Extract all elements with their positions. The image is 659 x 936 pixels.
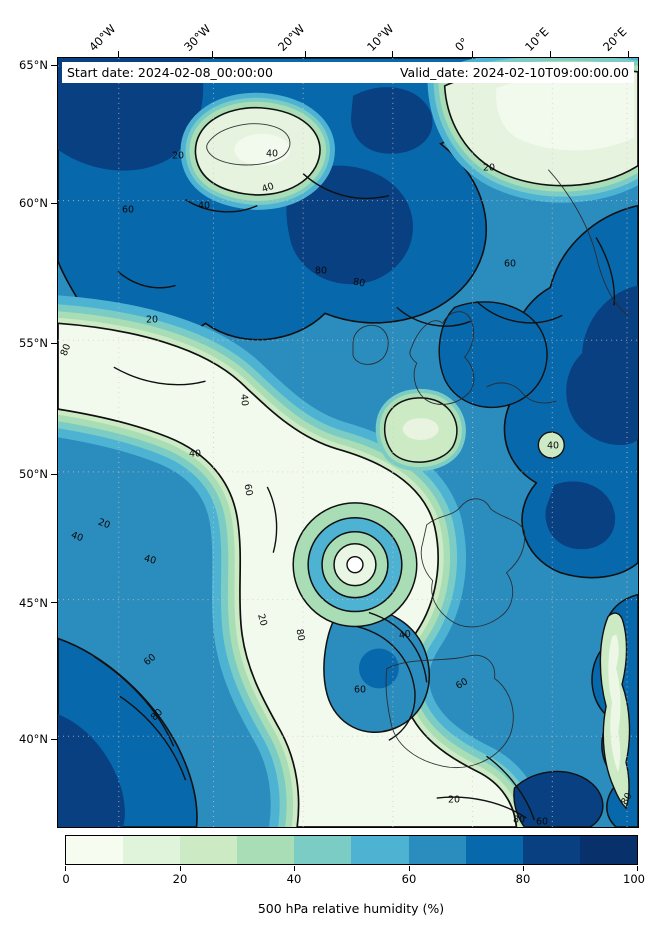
colorbar-segment <box>294 836 352 864</box>
contour-lines <box>93 173 616 821</box>
colorbar-tick-label: 80 <box>515 872 531 886</box>
start-date-label: Start date: 2024-02-08_00:00:00 <box>67 65 273 80</box>
colorbar-tick-label: 60 <box>401 872 417 886</box>
tick-mark <box>51 343 57 344</box>
contour-label: 60 <box>535 816 549 828</box>
lon-tick-label: 30°W <box>181 21 214 54</box>
valid-date-label: Valid_date: 2024-02-10T09:00:00.00 <box>399 65 629 80</box>
colorbar-segment <box>66 836 124 864</box>
colorbar-segment <box>351 836 409 864</box>
tick-mark <box>51 602 57 603</box>
lon-tick-label: 20°W <box>275 21 308 54</box>
tick-mark <box>51 203 57 204</box>
contour-label: 60 <box>503 258 517 270</box>
colorbar-segment <box>522 836 580 864</box>
tick-mark <box>51 739 57 740</box>
contour-label: 60 <box>121 204 135 216</box>
colorbar <box>65 835 638 865</box>
colorbar-segment <box>123 836 181 864</box>
tick-mark <box>472 51 473 57</box>
contour-label: 40 <box>188 448 202 460</box>
coastlines <box>206 123 629 768</box>
tick-mark <box>51 65 57 66</box>
contour-label: 20 <box>145 314 159 326</box>
lon-tick-label: 10°E <box>522 24 552 54</box>
contour-label: 20 <box>482 162 496 174</box>
contour-label: 60 <box>241 483 255 497</box>
contour-label: 40 <box>546 440 560 452</box>
contour-label: 80 <box>512 814 526 826</box>
lat-tick-label: 50°N <box>19 467 48 481</box>
lat-tick-label: 65°N <box>19 58 48 72</box>
lat-tick-label: 55°N <box>19 336 48 350</box>
lon-tick-label: 0° <box>452 34 472 54</box>
contour-label: 80 <box>352 276 366 290</box>
humidity-field <box>58 58 638 827</box>
lat-tick-label: 40°N <box>19 732 48 746</box>
tick-mark <box>550 51 551 57</box>
lon-tick-label: 40°W <box>86 21 119 54</box>
humidity-contour-field <box>58 58 638 827</box>
contour-label: 40 <box>197 200 211 212</box>
colorbar-tick-mark <box>65 866 66 871</box>
colorbar-tick-label: 40 <box>286 872 302 886</box>
contour-label: 20 <box>171 150 185 162</box>
colorbar-tick-mark <box>294 866 295 871</box>
colorbar-segment <box>408 836 466 864</box>
contour-label: 60 <box>353 684 367 696</box>
date-annotation-strip: Start date: 2024-02-08_00:00:00 Valid_da… <box>62 62 634 83</box>
lon-tick-label: 10°W <box>364 21 397 54</box>
contour-label: 80 <box>314 265 328 277</box>
colorbar-tick-label: 20 <box>172 872 188 886</box>
colorbar-tick-mark <box>523 866 524 871</box>
lon-tick-label: 20°E <box>600 24 630 54</box>
colorbar-tick-mark <box>180 866 181 871</box>
contour-label: 40 <box>237 393 251 407</box>
colorbar-segment <box>579 836 637 864</box>
map-canvas: Start date: 2024-02-08_00:00:00 Valid_da… <box>57 57 639 828</box>
tick-mark <box>51 474 57 475</box>
tick-mark <box>305 51 306 57</box>
colorbar-title: 500 hPa relative humidity (%) <box>257 901 445 916</box>
contour-label: 40 <box>265 148 279 160</box>
colorbar-tick-mark <box>409 866 410 871</box>
contour-label: 80 <box>293 628 307 642</box>
tick-mark <box>628 51 629 57</box>
contour-label: 40 <box>398 628 412 642</box>
tick-mark <box>118 51 119 57</box>
contour-label: 20 <box>447 794 461 806</box>
colorbar-tick-label: 100 <box>623 872 645 886</box>
tick-mark <box>392 51 393 57</box>
colorbar-segment <box>180 836 238 864</box>
colorbar-tick-mark <box>637 866 638 871</box>
lat-tick-label: 60°N <box>19 196 48 210</box>
colorbar-tick-label: 0 <box>62 872 70 886</box>
colorbar-segment <box>237 836 295 864</box>
lat-tick-label: 45°N <box>19 596 48 610</box>
tick-mark <box>212 51 213 57</box>
colorbar-segment <box>465 836 523 864</box>
